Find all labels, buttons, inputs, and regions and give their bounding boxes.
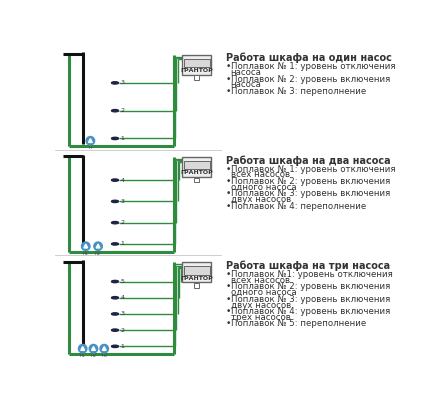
- FancyBboxPatch shape: [194, 75, 199, 80]
- Text: Поплавок № 1: уровень отключения: Поплавок № 1: уровень отключения: [230, 165, 394, 174]
- Text: •: •: [225, 189, 231, 198]
- Ellipse shape: [111, 345, 118, 347]
- Text: одного насоса: одного насоса: [230, 288, 295, 297]
- Text: 1: 1: [120, 136, 124, 141]
- FancyBboxPatch shape: [181, 262, 211, 283]
- Text: •: •: [225, 307, 231, 316]
- Text: насоса: насоса: [230, 80, 261, 89]
- Ellipse shape: [111, 243, 118, 245]
- Text: •: •: [225, 177, 231, 186]
- Ellipse shape: [111, 280, 118, 283]
- Text: 4: 4: [120, 178, 124, 183]
- Text: Н2: Н2: [90, 354, 96, 358]
- FancyBboxPatch shape: [183, 161, 209, 169]
- FancyBboxPatch shape: [183, 58, 209, 67]
- Text: •: •: [225, 295, 231, 304]
- FancyBboxPatch shape: [181, 54, 211, 75]
- Circle shape: [81, 242, 90, 251]
- Text: Поплавок № 4: уровень включения: Поплавок № 4: уровень включения: [230, 307, 389, 316]
- Text: •: •: [225, 75, 231, 83]
- Circle shape: [78, 345, 87, 353]
- Ellipse shape: [111, 110, 118, 112]
- Ellipse shape: [111, 82, 118, 84]
- Text: двух насосов: двух насосов: [230, 195, 290, 204]
- FancyBboxPatch shape: [194, 178, 199, 182]
- Text: 2: 2: [120, 108, 124, 113]
- Circle shape: [89, 345, 98, 353]
- Text: одного насоса: одного насоса: [230, 183, 295, 192]
- Text: Работа шкафа на два насоса: Работа шкафа на два насоса: [225, 156, 390, 166]
- Text: •: •: [225, 87, 231, 96]
- Text: 5: 5: [120, 279, 124, 284]
- Text: 3: 3: [120, 81, 124, 85]
- Text: •: •: [225, 270, 231, 279]
- Text: двух насосов: двух насосов: [230, 301, 290, 310]
- Text: ГРАНТОР: ГРАНТОР: [180, 68, 212, 73]
- Text: Н3: Н3: [101, 354, 107, 358]
- Text: Поплавок № 3: уровень включения: Поплавок № 3: уровень включения: [230, 295, 389, 304]
- Circle shape: [94, 242, 102, 251]
- Text: •: •: [225, 320, 231, 328]
- Text: 2: 2: [120, 328, 124, 332]
- Ellipse shape: [111, 137, 118, 139]
- Text: Поплавок № 5: переполнение: Поплавок № 5: переполнение: [230, 320, 365, 328]
- Polygon shape: [96, 244, 100, 248]
- Text: Поплавок № 2: уровень включения: Поплавок № 2: уровень включения: [230, 75, 389, 83]
- Text: 2: 2: [120, 220, 124, 225]
- Ellipse shape: [111, 313, 118, 315]
- Text: 3: 3: [120, 199, 124, 204]
- Text: Работа шкафа на один насос: Работа шкафа на один насос: [225, 53, 391, 64]
- Text: насоса: насоса: [230, 68, 261, 77]
- Polygon shape: [91, 347, 95, 350]
- Text: всех насосов: всех насосов: [230, 276, 289, 285]
- Polygon shape: [88, 139, 92, 142]
- Text: Н2: Н2: [95, 251, 101, 256]
- Ellipse shape: [111, 200, 118, 203]
- Text: Поплавок № 2: уровень включения: Поплавок № 2: уровень включения: [230, 283, 389, 291]
- Text: ГРАНТОР: ГРАНТОР: [180, 170, 212, 175]
- Text: 4: 4: [120, 295, 124, 300]
- Text: 1: 1: [120, 241, 124, 247]
- Text: •: •: [225, 283, 231, 291]
- Text: Поплавок № 1: уровень отключения: Поплавок № 1: уровень отключения: [230, 62, 394, 71]
- Text: •: •: [225, 165, 231, 174]
- Text: •: •: [225, 202, 231, 211]
- Polygon shape: [84, 244, 87, 248]
- Text: Поплавок № 3: переполнение: Поплавок № 3: переполнение: [230, 87, 365, 96]
- Text: Н1: Н1: [80, 354, 86, 358]
- Text: 3: 3: [120, 312, 124, 316]
- Text: Поплавок № 3: уровень включения: Поплавок № 3: уровень включения: [230, 189, 389, 198]
- Ellipse shape: [111, 297, 118, 299]
- Ellipse shape: [111, 222, 118, 224]
- Text: трех насосов: трех насосов: [230, 313, 290, 322]
- FancyBboxPatch shape: [181, 157, 211, 177]
- Text: Н: Н: [89, 146, 92, 150]
- Polygon shape: [80, 347, 84, 350]
- Text: 1: 1: [120, 344, 124, 349]
- Text: ГРАНТОР: ГРАНТОР: [180, 276, 212, 280]
- FancyBboxPatch shape: [194, 283, 199, 288]
- Ellipse shape: [111, 329, 118, 331]
- Circle shape: [86, 137, 95, 145]
- Ellipse shape: [111, 179, 118, 181]
- Polygon shape: [102, 347, 106, 350]
- Text: Н1: Н1: [83, 251, 89, 256]
- Text: •: •: [225, 62, 231, 71]
- Text: Работа шкафа на три насоса: Работа шкафа на три насоса: [225, 261, 389, 271]
- Text: Поплавок №1: уровень отключения: Поплавок №1: уровень отключения: [230, 270, 391, 279]
- Circle shape: [100, 345, 108, 353]
- FancyBboxPatch shape: [183, 266, 209, 275]
- Text: Поплавок № 2: уровень включения: Поплавок № 2: уровень включения: [230, 177, 389, 186]
- Text: всех насосов: всех насосов: [230, 170, 289, 179]
- Text: Поплавок № 4: переполнение: Поплавок № 4: переполнение: [230, 202, 365, 211]
